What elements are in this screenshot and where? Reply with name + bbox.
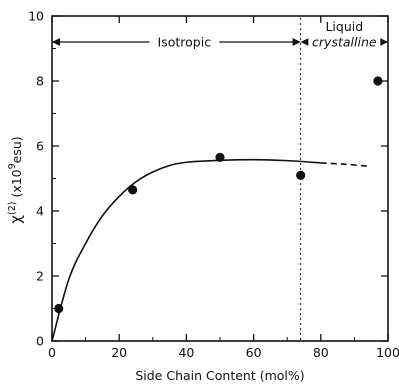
y-tick-label: 2 bbox=[36, 269, 44, 284]
data-point bbox=[54, 303, 64, 314]
x-axis-ticks: 0 20 40 60 80 100 bbox=[48, 16, 399, 360]
fit-curve-dashed bbox=[320, 162, 368, 167]
y-axis-ticks: 0 2 4 6 8 10 bbox=[28, 9, 388, 349]
y-label-unit-exponent: 9 bbox=[7, 163, 18, 169]
x-tick-label: 40 bbox=[178, 345, 194, 360]
y-tick-label: 8 bbox=[36, 74, 44, 89]
fit-curve-solid bbox=[51, 158, 321, 342]
x-axis-label: Side Chain Content (mol%) bbox=[135, 368, 304, 383]
y-label-unit-open: (x10 bbox=[9, 169, 24, 197]
region-annotations: Isotropic Liquid crystalline bbox=[52, 19, 388, 50]
data-point bbox=[215, 152, 225, 162]
y-tick-label: 10 bbox=[28, 9, 44, 24]
isotropic-label-mask bbox=[149, 34, 220, 50]
x-tick-label: 0 bbox=[48, 345, 56, 360]
y-label-superscript: (2) bbox=[7, 202, 18, 215]
y-tick-label: 6 bbox=[36, 139, 44, 154]
y-axis-label: χ(2) (x109esu) bbox=[7, 136, 25, 223]
y-label-symbol: χ bbox=[7, 215, 25, 224]
data-points bbox=[54, 76, 383, 314]
crystalline-label: crystalline bbox=[312, 35, 377, 50]
x-tick-label: 20 bbox=[111, 345, 127, 360]
x-tick-label: 80 bbox=[313, 345, 329, 360]
data-point bbox=[296, 170, 306, 180]
data-point bbox=[128, 185, 138, 195]
liquid-crystalline-label-mask bbox=[308, 34, 381, 50]
y-tick-label: 0 bbox=[36, 334, 44, 349]
x-tick-label: 60 bbox=[246, 345, 262, 360]
isotropic-label: Isotropic bbox=[158, 35, 212, 50]
x-tick-label: 100 bbox=[376, 345, 399, 360]
liquid-label: Liquid bbox=[325, 19, 363, 34]
plot-frame bbox=[51, 15, 389, 342]
data-point bbox=[373, 76, 383, 86]
y-label-unit-close: esu) bbox=[9, 136, 24, 163]
y-tick-label: 4 bbox=[36, 204, 44, 219]
